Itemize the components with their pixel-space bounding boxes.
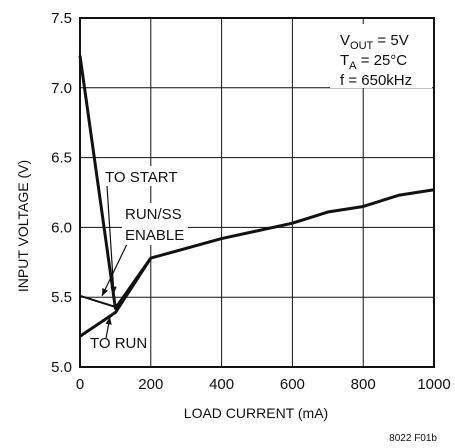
x-tick-label: 600 — [280, 376, 305, 393]
to-start-label: TO START — [105, 169, 178, 186]
series-line-1 — [78, 55, 435, 310]
series-line-3 — [79, 294, 116, 308]
run-ss-arrow-head — [102, 288, 109, 296]
tick-labels: 0 200 400 600 800 1000 5.0 5.5 6.0 6.5 7.0 7.5 — [51, 10, 451, 393]
to-run-arrow-head — [105, 317, 112, 325]
series-line-2 — [79, 257, 153, 338]
to-start-arrow — [106, 185, 115, 295]
x-tick-label: 800 — [351, 376, 376, 393]
figure-id: 8022 F01b — [389, 433, 437, 444]
legend-background — [330, 24, 432, 88]
y-tick-label: 6.0 — [51, 219, 72, 236]
annotation-arrows — [101, 185, 128, 339]
y-tick-label: 5.5 — [51, 289, 72, 306]
y-tick-label: 7.5 — [51, 10, 72, 27]
y-tick-label: 6.5 — [51, 150, 72, 167]
y-tick-label: 7.0 — [51, 80, 72, 97]
x-tick-label: 200 — [138, 376, 163, 393]
ta-value: = 25°C — [361, 52, 408, 69]
enable-label: ENABLE — [125, 227, 184, 244]
series-lines — [78, 55, 435, 338]
run-ss-arrow — [101, 243, 128, 297]
x-tick-label: 0 — [76, 376, 84, 393]
run-ss-label: RUN/SS — [125, 206, 182, 223]
ta-condition: TA = 25°C — [340, 52, 407, 72]
conditions-legend: VOUT = 5V TA = 25°C f = 650kHz — [330, 24, 432, 89]
run-ss-label-bg — [122, 203, 188, 245]
to-run-label: TO RUN — [90, 335, 147, 352]
x-tick-label: 1000 — [417, 376, 450, 393]
x-axis-label: LOAD CURRENT (mA) — [184, 405, 328, 421]
freq-condition: f = 650kHz — [340, 72, 412, 89]
y-tick-label: 5.0 — [51, 359, 72, 376]
to-start-arrow-head — [110, 286, 117, 294]
y-axis-label: INPUT VOLTAGE (V) — [15, 160, 31, 292]
plot-frame — [79, 17, 435, 368]
to-start-label-bg — [100, 166, 186, 186]
x-tick-label: 400 — [209, 376, 234, 393]
vout-value: = 5V — [377, 32, 408, 49]
